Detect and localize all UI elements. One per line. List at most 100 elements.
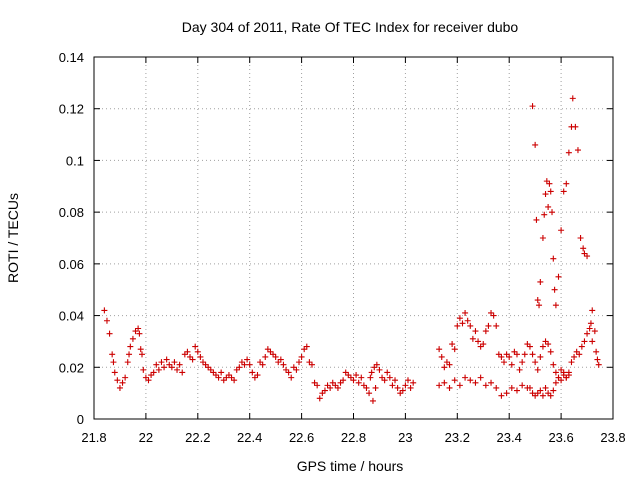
y-tick-label: 0.1	[66, 153, 84, 168]
data-point	[571, 353, 578, 360]
data-point	[114, 377, 121, 384]
data-point	[212, 372, 219, 379]
data-point	[584, 253, 591, 260]
data-point	[472, 379, 479, 386]
data-point	[345, 372, 352, 379]
data-point	[150, 369, 157, 376]
data-point	[384, 369, 391, 376]
data-point	[140, 366, 147, 373]
data-point	[558, 227, 565, 234]
data-point	[501, 359, 508, 366]
data-point	[386, 374, 393, 381]
y-tick-label: 0.04	[59, 309, 84, 324]
data-point	[153, 361, 160, 368]
data-point	[350, 377, 357, 384]
y-tick-label: 0	[77, 412, 84, 427]
data-point	[285, 369, 292, 376]
data-point	[547, 392, 554, 399]
data-point	[534, 366, 541, 373]
x-tick-label: 22.2	[185, 430, 210, 445]
data-point	[508, 384, 515, 391]
data-point	[103, 317, 110, 324]
data-point	[161, 364, 168, 371]
data-point	[316, 395, 323, 402]
data-point	[480, 341, 487, 348]
data-point	[485, 322, 492, 329]
data-point	[456, 382, 463, 389]
data-point	[101, 307, 108, 314]
data-point	[184, 348, 191, 355]
data-point	[472, 328, 479, 335]
data-point	[110, 359, 117, 366]
data-point	[228, 374, 235, 381]
data-point	[358, 374, 365, 381]
data-point	[446, 361, 453, 368]
data-point	[368, 369, 375, 376]
chart-title: Day 304 of 2011, Rate Of TEC Index for r…	[182, 19, 519, 35]
data-point	[589, 338, 596, 345]
data-point	[301, 346, 308, 353]
x-tick-label: 22.8	[341, 430, 366, 445]
data-point	[532, 359, 539, 366]
data-point	[136, 330, 143, 337]
data-point	[355, 379, 362, 386]
data-point	[441, 379, 448, 386]
data-point	[558, 377, 565, 384]
data-point	[327, 384, 334, 391]
data-point	[513, 387, 520, 394]
x-tick-label: 22	[139, 430, 153, 445]
data-point	[404, 377, 411, 384]
data-point	[158, 359, 165, 366]
data-point	[340, 377, 347, 384]
data-point	[467, 322, 474, 329]
data-point	[534, 390, 541, 397]
data-point	[210, 369, 217, 376]
data-point	[441, 364, 448, 371]
data-point	[537, 387, 544, 394]
data-point	[303, 343, 310, 350]
data-points	[101, 95, 602, 404]
data-point	[545, 341, 552, 348]
data-point	[372, 384, 379, 391]
data-point	[584, 330, 591, 337]
data-point	[324, 382, 331, 389]
data-point	[236, 364, 243, 371]
data-point	[166, 361, 173, 368]
data-point	[392, 377, 399, 384]
data-point	[410, 379, 417, 386]
data-point	[526, 384, 533, 391]
data-point	[122, 374, 129, 381]
data-point	[233, 366, 240, 373]
data-point	[397, 390, 404, 397]
data-point	[552, 379, 559, 386]
data-point	[565, 149, 572, 156]
data-point	[262, 353, 269, 360]
data-point	[532, 392, 539, 399]
data-point	[552, 302, 559, 309]
x-tick-label: 23.8	[600, 430, 625, 445]
data-point	[389, 382, 396, 389]
data-point	[524, 341, 531, 348]
data-point	[488, 309, 495, 316]
data-point	[246, 361, 253, 368]
data-point	[572, 123, 579, 130]
data-point	[402, 382, 409, 389]
data-point	[508, 361, 515, 368]
data-point	[296, 359, 303, 366]
data-point	[394, 384, 401, 391]
data-point	[163, 356, 170, 363]
data-point	[446, 384, 453, 391]
data-point	[337, 379, 344, 386]
data-point	[462, 309, 469, 316]
x-tick-label: 23.6	[548, 430, 573, 445]
data-point	[539, 392, 546, 399]
data-point	[477, 374, 484, 381]
data-point	[498, 392, 505, 399]
data-point	[290, 364, 297, 371]
data-point	[550, 255, 557, 262]
data-point	[469, 335, 476, 342]
y-tick-label: 0.12	[59, 102, 84, 117]
data-point	[560, 188, 567, 195]
data-point	[464, 317, 471, 324]
